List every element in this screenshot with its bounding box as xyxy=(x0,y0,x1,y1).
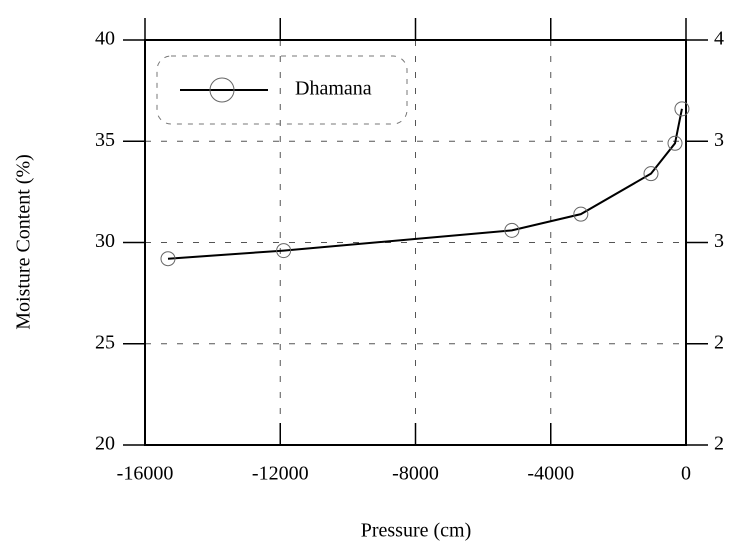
y-tick-label: 25 xyxy=(95,331,115,353)
x-tick-label: -16000 xyxy=(117,463,174,485)
x-tick-label: -4000 xyxy=(527,463,574,485)
y2-tick-label: 3 xyxy=(714,230,724,252)
x-tick-label: 0 xyxy=(681,463,691,485)
data-line xyxy=(167,108,683,260)
data-point xyxy=(160,251,176,267)
legend-label: Dhamana xyxy=(295,78,372,100)
y-axis-label: Moisture Content (%) xyxy=(13,154,35,330)
y-tick-label: 35 xyxy=(95,129,115,151)
data-point xyxy=(674,101,690,117)
y-tick-label: 40 xyxy=(95,28,115,50)
y-tick-label: 30 xyxy=(95,230,115,252)
y2-tick-label: 2 xyxy=(714,331,724,353)
plot-frame xyxy=(144,39,687,446)
y-tick-label: 20 xyxy=(95,433,115,455)
data-point xyxy=(573,206,589,222)
data-point xyxy=(504,222,520,238)
y2-tick-label: 3 xyxy=(714,129,724,151)
y2-tick-label: 4 xyxy=(714,28,724,50)
data-point xyxy=(643,166,659,182)
y2-tick-label: 2 xyxy=(714,433,724,455)
x-axis-label: Pressure (cm) xyxy=(361,520,472,542)
x-tick-label: -12000 xyxy=(252,463,309,485)
x-tick-label: -8000 xyxy=(392,463,439,485)
legend-marker xyxy=(209,77,235,103)
data-point xyxy=(276,243,292,259)
data-point xyxy=(667,135,683,151)
legend-box xyxy=(156,55,408,125)
